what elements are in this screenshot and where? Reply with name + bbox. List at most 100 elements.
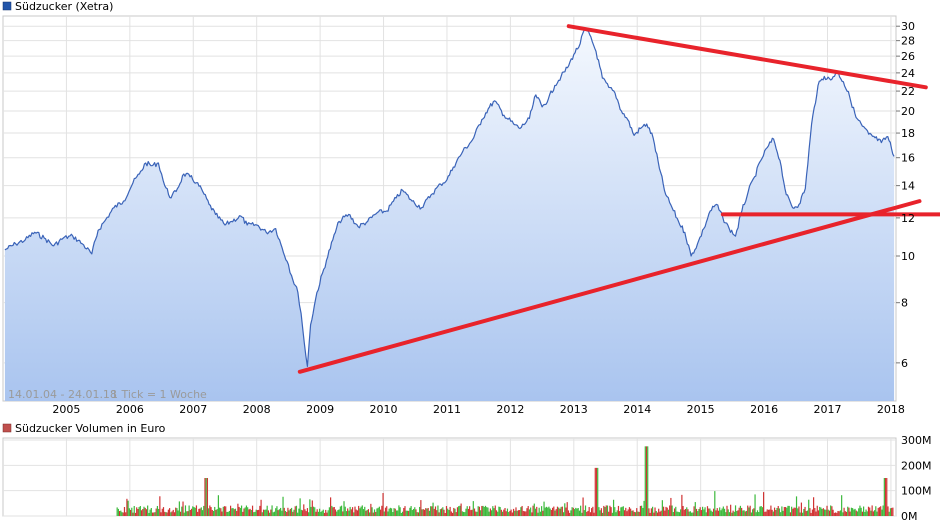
volume-bar [637,511,639,516]
date-range-note: 14.01.04 - 24.01.18 [8,388,117,401]
volume-bar [712,508,715,516]
volume-bar [121,512,123,516]
volume-bar [147,505,149,516]
volume-bar [451,512,454,516]
volume-bar [387,511,389,516]
volume-bar [328,507,330,516]
volume-bar [566,502,568,516]
volume-bar [799,512,801,516]
volume-bar [872,511,874,516]
volume-bar [376,508,378,516]
volume-bar [878,507,881,516]
volume-bar [714,491,716,516]
volume-bar [572,507,574,516]
volume-bar [373,509,376,516]
volume-bar [887,506,889,516]
volume-bar [749,505,751,516]
volume-bar [416,512,418,516]
volume-bar [488,511,490,516]
volume-bar [232,507,234,516]
volume-bar [520,507,522,516]
volume-bar [860,507,862,516]
volume-bar [730,504,732,516]
volume-bar [354,506,356,516]
volume-bar [400,512,402,516]
volume-bar [560,506,562,516]
volume-bar [720,510,722,516]
x-tick-label: 2008 [243,403,271,416]
volume-bar [422,509,424,516]
volume-bar [773,507,776,516]
volume-bar [677,511,679,516]
volume-bar [311,500,313,516]
volume-bar [659,511,661,516]
volume-bar [673,508,676,516]
volume-bar [741,507,743,516]
volume-bar [404,506,406,516]
volume-bar [199,508,201,516]
volume-bar [495,510,498,516]
volume-bar [598,507,600,516]
volume-bar [647,446,649,516]
volume-bar [326,512,328,516]
volume-bar [282,496,284,516]
volume-bar [544,507,546,516]
volume-bar [298,508,300,516]
volume-bar [527,506,529,516]
volume-y-tick-label: 100M [901,485,932,498]
y-tick-label: 10 [901,250,915,263]
volume-bar [528,509,531,516]
volume-bar [383,511,385,516]
volume-bar [871,505,873,516]
volume-bar [747,505,749,516]
volume-bar [417,512,420,516]
volume-bar [641,505,643,516]
volume-bar [149,509,151,516]
volume-bar [250,509,252,516]
volume-bar [866,511,868,516]
volume-bar [725,512,727,516]
volume-bar [186,511,188,516]
trendline-resistance [566,24,928,90]
volume-bar [639,505,642,516]
volume-bar [780,512,782,516]
volume-bar [530,507,532,516]
volume-bar [150,508,152,516]
volume-bar [875,506,877,516]
x-tick-label: 2014 [623,403,651,416]
volume-bar [834,512,837,516]
volume-bar [195,505,198,516]
volume-bar [711,511,713,516]
volume-bar [166,512,168,516]
volume-bar [556,506,559,516]
volume-bar [320,511,322,516]
volume-bar [699,507,701,516]
volume-bar [347,508,349,516]
volume-bar [262,509,265,516]
volume-bar [205,478,207,516]
volume-bar [737,510,739,516]
volume-bar [229,505,232,516]
volume-bar [667,509,670,516]
volume-bar [517,510,520,516]
volume-bar [664,510,666,516]
volume-bar [365,510,367,516]
volume-bar [310,506,312,516]
volume-bar [445,506,448,516]
volume-bar [245,505,248,516]
volume-bar [537,512,539,516]
volume-bar [648,508,650,516]
volume-bar [606,505,609,516]
volume-bar [289,508,291,516]
volume-bar [433,508,435,516]
volume-bar [565,507,567,516]
volume-bar [609,505,611,516]
volume-bar [686,507,688,516]
volume-bar [810,512,812,516]
volume-bar [499,507,501,516]
volume-bar [470,510,472,516]
volume-bar [695,508,698,516]
volume-bar [119,511,121,516]
volume-bar [281,510,283,516]
